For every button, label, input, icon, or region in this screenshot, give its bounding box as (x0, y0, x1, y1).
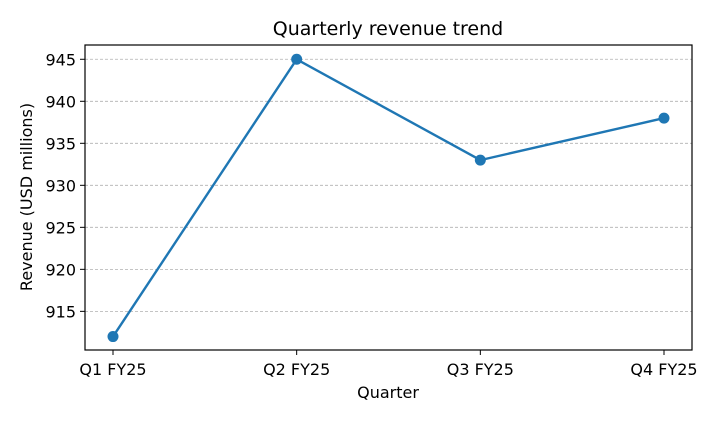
y-axis-label: Revenue (USD millions) (17, 103, 36, 291)
y-tick-label: 920 (45, 260, 76, 279)
y-tick-label: 925 (45, 218, 76, 237)
chart-title: Quarterly revenue trend (273, 18, 503, 40)
x-tick-label: Q4 FY25 (630, 360, 697, 379)
data-point (658, 112, 670, 124)
data-point (291, 53, 303, 65)
x-tick-label: Q3 FY25 (447, 360, 514, 379)
x-axis-label: Quarter (357, 383, 419, 402)
y-tick-label: 935 (45, 134, 76, 153)
data-point (474, 154, 486, 166)
x-tick-label: Q2 FY25 (263, 360, 330, 379)
y-tick-label: 930 (45, 176, 76, 195)
x-tick-label: Q1 FY25 (79, 360, 146, 379)
data-point (107, 331, 119, 343)
series-line (111, 57, 665, 338)
plot-frame (84, 44, 693, 351)
y-tick-label: 945 (45, 50, 76, 69)
y-tick-label: 940 (45, 92, 76, 111)
y-tick-label: 915 (45, 302, 76, 321)
